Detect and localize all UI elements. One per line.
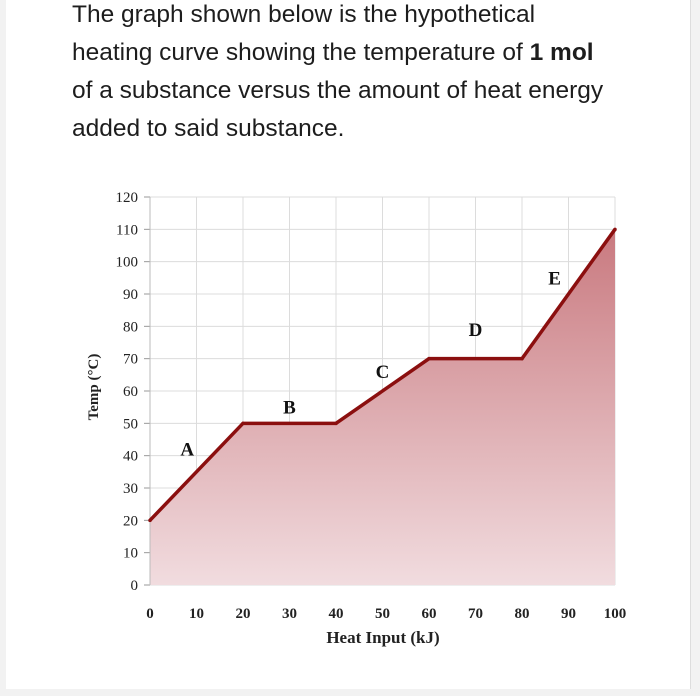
curve-point bbox=[241, 421, 245, 426]
question-line-3: of a substance versus the amount of heat… bbox=[72, 77, 604, 104]
y-tick-label: 10 bbox=[123, 546, 138, 562]
y-tick-label: 20 bbox=[123, 513, 138, 529]
y-tick-label: 90 bbox=[123, 287, 138, 303]
x-tick-label: 10 bbox=[189, 606, 204, 622]
y-tick-label: 50 bbox=[123, 416, 138, 432]
segment-label-a: A bbox=[180, 440, 194, 461]
axes bbox=[144, 196, 151, 586]
question-text: The graph shown below is the hypothetica… bbox=[72, 0, 662, 148]
segment-label-b: B bbox=[283, 398, 296, 419]
y-tick-label: 120 bbox=[116, 190, 139, 206]
tick-labels: 0 10 20 30 40 50 60 70 80 90 100 0 10 20 30 40 50 60 70 80 9… bbox=[116, 190, 627, 622]
y-tick-label: 70 bbox=[123, 352, 138, 368]
y-tick-label: 40 bbox=[123, 449, 138, 465]
y-axis-label: Temp (°C) bbox=[86, 354, 102, 421]
segment-label-e: E bbox=[548, 268, 561, 289]
x-tick-label: 50 bbox=[375, 606, 390, 622]
x-tick-label: 40 bbox=[329, 606, 344, 622]
y-tick-label: 100 bbox=[116, 255, 139, 271]
y-tick-label: 110 bbox=[116, 222, 138, 238]
curve-point bbox=[427, 356, 431, 361]
segment-labels: A B C D E bbox=[180, 268, 561, 460]
question-line-1: The graph shown below is the hypothetica… bbox=[72, 1, 536, 28]
question-line-4: added to said substance. bbox=[72, 115, 345, 142]
question-line-2: heating curve showing the temperature of bbox=[72, 39, 530, 66]
segment-label-c: C bbox=[376, 362, 390, 383]
x-tick-label: 0 bbox=[146, 606, 154, 622]
y-tick-label: 80 bbox=[123, 319, 138, 335]
y-tick-label: 60 bbox=[123, 384, 138, 400]
area-fill bbox=[150, 229, 615, 586]
x-tick-label: 80 bbox=[515, 606, 530, 622]
y-tick-label: 30 bbox=[123, 481, 138, 497]
curve-point bbox=[520, 356, 524, 361]
curve-point bbox=[148, 518, 152, 523]
x-tick-label: 70 bbox=[468, 606, 483, 622]
curve-point bbox=[613, 227, 617, 232]
x-tick-label: 90 bbox=[561, 606, 576, 622]
curve-points bbox=[148, 227, 617, 523]
x-tick-label: 60 bbox=[422, 606, 437, 622]
x-axis-label: Heat Input (kJ) bbox=[326, 628, 439, 647]
x-tick-label: 20 bbox=[236, 606, 251, 622]
y-tick-label: 0 bbox=[131, 578, 139, 594]
curve-point bbox=[334, 421, 338, 426]
x-tick-label: 100 bbox=[604, 606, 627, 622]
amount-emphasis: 1 mol bbox=[529, 39, 594, 66]
x-tick-label: 30 bbox=[282, 606, 297, 622]
heating-curve-line bbox=[148, 228, 617, 522]
segment-label-d: D bbox=[469, 320, 483, 341]
